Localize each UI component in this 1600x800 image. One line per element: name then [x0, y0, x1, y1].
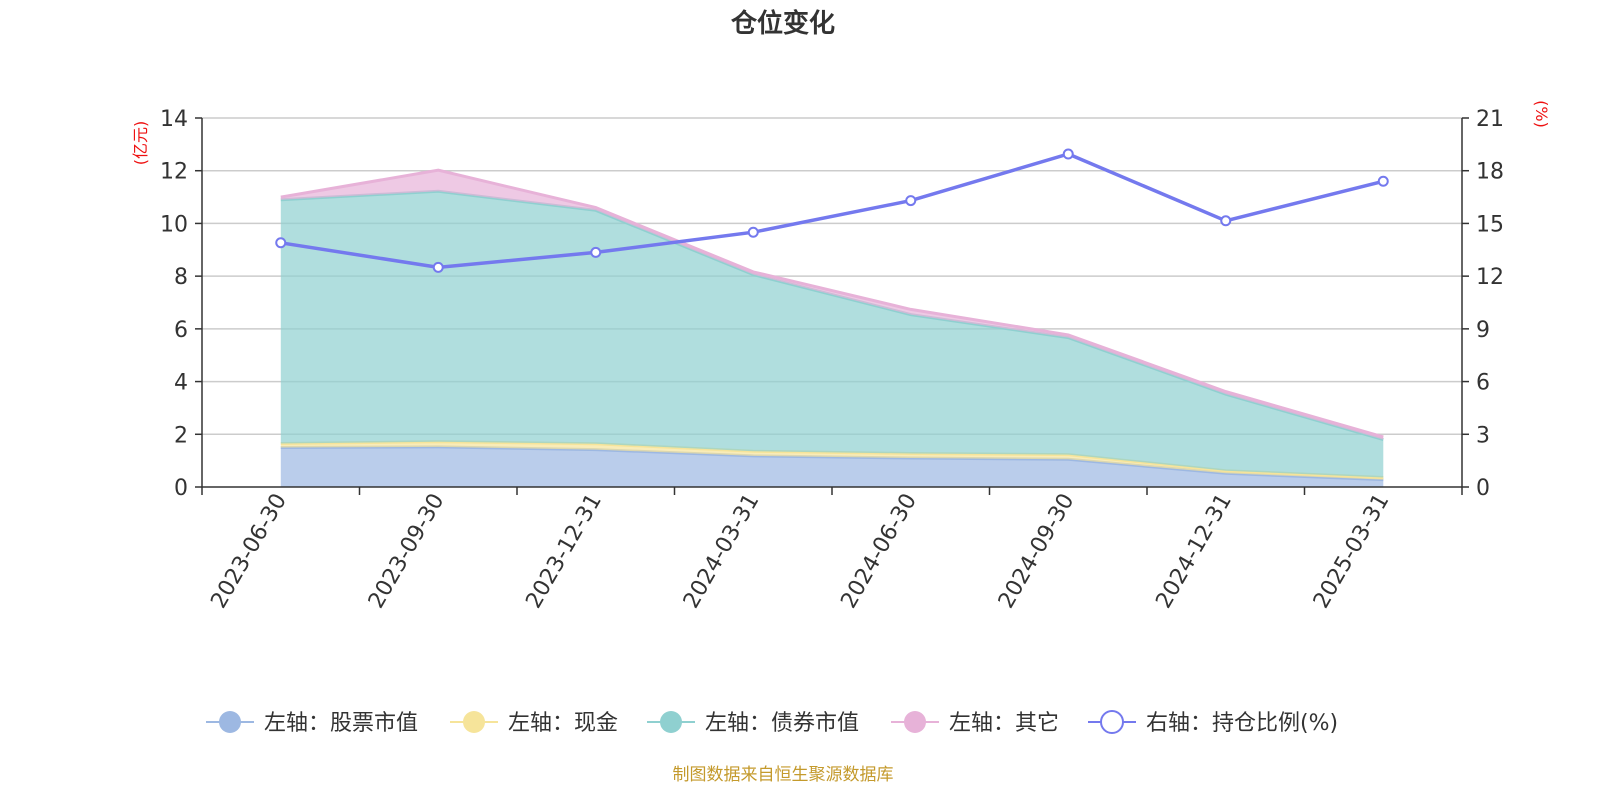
legend-item-bond: 左轴：债券市值 [647, 711, 859, 736]
area-edge-stock [280, 445, 1384, 482]
left-tick-label: 10 [160, 212, 188, 237]
legend-item-other: 左轴：其它 [891, 711, 1059, 736]
left-tick-label: 14 [160, 107, 188, 132]
x-tick-label: 2024-03-31 [679, 490, 765, 613]
ratio-point [1377, 175, 1389, 187]
ratio-line [275, 148, 1389, 273]
ratio-line-path [280, 152, 1384, 270]
left-tick-label: 8 [174, 265, 188, 290]
chart-title: 仓位变化 [730, 8, 835, 39]
right-tick-label: 15 [1476, 212, 1504, 237]
ratio-point [590, 246, 602, 258]
right-tick-label: 0 [1476, 476, 1490, 501]
area-stock [280, 446, 1384, 487]
x-tick-label: 2024-06-30 [836, 490, 922, 613]
ratio-point [905, 195, 917, 207]
x-tick-label: 2023-09-30 [364, 490, 450, 613]
area-cash [280, 441, 1384, 480]
right-tick-label: 9 [1476, 318, 1490, 343]
area-edge-other [280, 168, 1384, 439]
legend-label: 左轴：债券市值 [705, 711, 859, 736]
x-tick-label: 2023-06-30 [206, 490, 292, 613]
left-tick-label: 0 [174, 476, 188, 501]
area-bond [280, 191, 1384, 478]
right-tick-label: 12 [1476, 265, 1504, 290]
left-tick-label: 2 [174, 423, 188, 448]
ratio-point [1220, 215, 1232, 227]
left-tick-label: 6 [174, 318, 188, 343]
x-tick-label: 2024-12-31 [1151, 490, 1237, 613]
x-tick-label: 2025-03-31 [1309, 490, 1395, 613]
x-tick-label: 2024-09-30 [994, 490, 1080, 613]
left-tick-label: 12 [160, 160, 188, 185]
source-note: 制图数据来自恒生聚源数据库 [673, 765, 894, 785]
legend-item-stock: 左轴：股票市值 [206, 711, 418, 736]
ratio-point [1062, 148, 1074, 160]
ratio-point [432, 261, 444, 273]
legend: 左轴：股票市值 左轴：现金 左轴：债券市值 左轴：其它 右轴：持仓比例(%) [206, 710, 1338, 736]
legend-label: 左轴：其它 [949, 711, 1059, 736]
legend-item-cash: 左轴：现金 [450, 711, 618, 736]
legend-label: 左轴：股票市值 [264, 711, 418, 736]
right-tick-label: 18 [1476, 160, 1504, 185]
right-tick-label: 21 [1476, 107, 1504, 132]
right-tick-label: 6 [1476, 371, 1490, 396]
stacked-areas [280, 168, 1384, 487]
legend-marker [463, 711, 485, 733]
legend-item-ratio: 右轴：持仓比例(%) [1088, 710, 1338, 736]
left-axis-unit: (亿元) [131, 121, 150, 166]
ratio-point [747, 226, 759, 238]
legend-label: 左轴：现金 [508, 711, 618, 736]
x-tick-label: 2023-12-31 [521, 490, 607, 613]
legend-marker [219, 711, 241, 733]
legend-marker [904, 711, 926, 733]
legend-marker [660, 711, 682, 733]
right-tick-label: 3 [1476, 423, 1490, 448]
legend-marker [1100, 710, 1124, 734]
right-axis-unit: (%) [1532, 100, 1551, 128]
legend-label: 右轴：持仓比例(%) [1146, 711, 1338, 736]
left-tick-label: 4 [174, 371, 188, 396]
ratio-point [275, 237, 287, 249]
